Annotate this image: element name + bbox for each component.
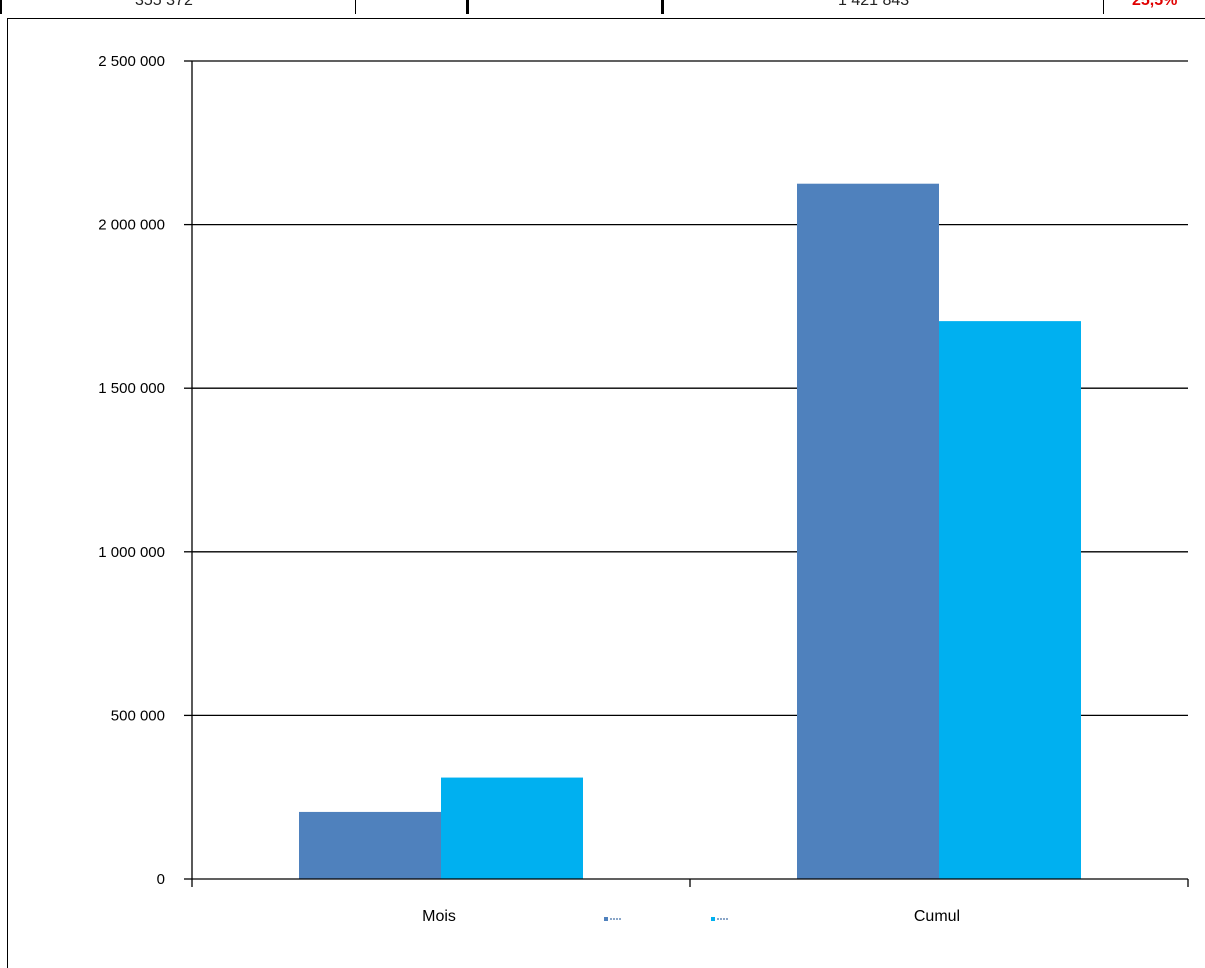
legend-swatch [711,917,715,921]
legend-label-dot [619,918,621,920]
table-row-remnant: 355 372 1 421 843 25,5% [0,0,1205,18]
cell-border [0,0,2,14]
y-tick-label: 1 000 000 [98,544,165,561]
y-tick-label: 1 500 000 [98,380,165,397]
cell-border [1103,0,1104,14]
legend-label-dot [613,918,615,920]
x-category-label: Cumul [914,908,960,925]
legend-swatch [604,917,608,921]
y-tick-label: 500 000 [111,707,165,724]
legend-label-dot [610,918,612,920]
x-category-label: Mois [422,908,456,925]
legend-label-dot [720,918,722,920]
table-cell-negative: 25,5% [1132,0,1178,9]
bar [299,811,441,879]
y-tick-label: 2 500 000 [98,53,165,70]
table-cell: 355 372 [135,0,193,9]
table-cell: 1 421 843 [838,0,910,9]
legend-label-dot [717,918,719,920]
y-tick-label: 2 000 000 [98,217,165,234]
bar [797,183,939,879]
legend-label-dot [616,918,618,920]
cell-border [661,0,664,14]
legend-label-dot [726,918,728,920]
bar [939,321,1081,879]
cell-border [355,0,356,14]
legend-label-dot [723,918,725,920]
cell-border [466,0,469,14]
chart-area [7,18,1205,968]
bar [441,777,583,879]
y-tick-label: 0 [157,871,165,888]
